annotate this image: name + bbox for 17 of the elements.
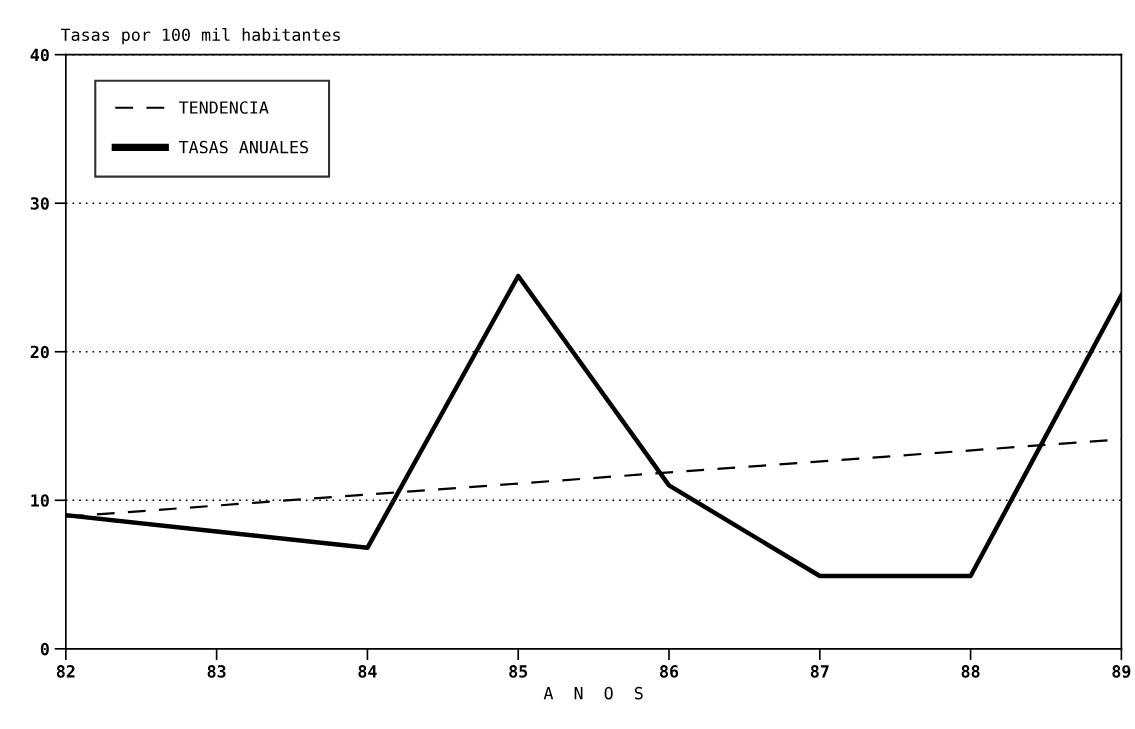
y-tick-label: 30 [30, 197, 49, 210]
x-tick-label: 83 [207, 665, 226, 678]
x-tick-label: 87 [810, 665, 829, 678]
y-tick-label: 10 [31, 494, 49, 507]
x-tick-label: 85 [509, 665, 528, 678]
legend-label: TENDENCIA [178, 101, 269, 114]
x-axis-title: A N O S [543, 686, 643, 700]
x-tick-label: 86 [660, 665, 679, 678]
x-tick-label: 89 [1112, 665, 1131, 678]
legend-label: TASAS ANUALES [178, 140, 308, 154]
x-tick-label: 84 [358, 665, 377, 678]
y-tick-label: 40 [30, 48, 49, 62]
y-tick-label: 20 [30, 345, 49, 359]
x-tick-label: 88 [961, 665, 980, 678]
x-tick-label: 82 [56, 665, 75, 678]
chart-title: Tasas por 100 mil habitantes [60, 28, 340, 45]
y-tick-label: 0 [40, 642, 49, 656]
